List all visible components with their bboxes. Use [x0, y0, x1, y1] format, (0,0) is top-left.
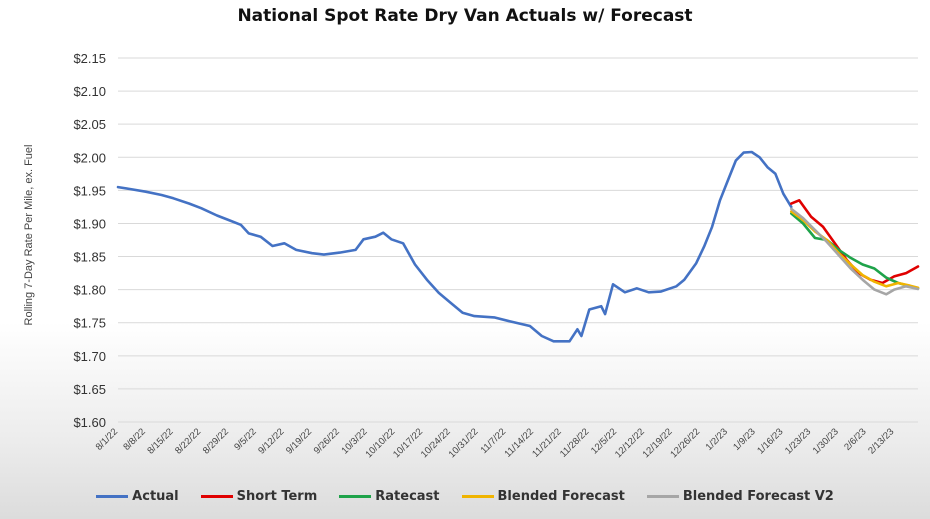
x-tick-label: 8/15/22	[145, 426, 175, 456]
legend: Actual Short Term Ratecast Blended Forecast…	[0, 489, 930, 504]
y-tick-label: $1.65	[73, 382, 106, 397]
y-tick-label: $2.05	[73, 117, 106, 132]
legend-label: Ratecast	[375, 489, 440, 504]
x-tick-label: 1/2/23	[704, 426, 730, 452]
x-tick-label: 1/30/23	[811, 426, 841, 456]
series-line-actual	[116, 150, 793, 343]
series-lines	[116, 150, 920, 343]
y-axis-ticks: $2.15 $2.10 $2.05 $2.00 $1.95 $1.90 $1.85 $1.80…	[73, 51, 106, 430]
y-axis-label: Rolling 7-Day Rate Per Mile, ex. Fuel	[23, 145, 35, 326]
x-tick-label: 2/13/23	[866, 426, 896, 456]
x-tick-label: 9/26/22	[312, 426, 342, 456]
legend-label: Blended Forecast V2	[682, 489, 834, 504]
x-tick-label: 10/10/22	[363, 426, 397, 460]
x-axis-ticks: 8/1/22 8/8/228/15/228/22/228/29/22 9/5/229…	[94, 426, 897, 460]
x-tick-label: 10/24/22	[419, 426, 453, 460]
gridlines	[118, 57, 918, 423]
chart-title: National Spot Rate Dry Van Actuals w/ Fo…	[237, 6, 693, 26]
x-tick-label: 2/6/23	[842, 426, 868, 452]
x-tick-label: 9/19/22	[284, 426, 314, 456]
legend-item: Ratecast	[339, 489, 440, 504]
y-tick-label: $1.95	[73, 183, 106, 198]
legend-item: Actual	[96, 489, 179, 504]
series-line-blended-forecast-v2	[789, 207, 920, 296]
x-tick-label: 8/22/22	[173, 426, 203, 456]
x-tick-label: 10/17/22	[391, 426, 425, 460]
legend-swatch	[200, 495, 233, 498]
legend-label: Short Term	[236, 489, 318, 504]
y-tick-label: $1.75	[73, 316, 106, 331]
legend-item: Blended Forecast V2	[646, 489, 834, 504]
x-tick-label: 9/5/22	[232, 426, 258, 452]
x-tick-label: 8/29/22	[201, 426, 231, 456]
x-tick-label: 11/21/22	[530, 426, 563, 459]
legend-swatch	[461, 495, 494, 498]
x-tick-label: 1/16/23	[755, 426, 785, 456]
legend-swatch	[339, 495, 372, 498]
legend-item: Short Term	[200, 489, 318, 504]
x-tick-label: 12/19/22	[641, 426, 675, 460]
y-tick-label: $2.10	[73, 84, 106, 99]
x-tick-label: 11/28/22	[558, 426, 591, 459]
legend-swatch	[96, 495, 129, 498]
x-tick-label: 8/1/22	[94, 426, 120, 452]
y-tick-label: $1.60	[73, 415, 106, 430]
y-tick-label: $1.80	[73, 283, 106, 298]
y-tick-label: $1.70	[73, 349, 106, 364]
legend-swatch	[646, 495, 679, 498]
x-tick-label: 11/14/22	[503, 426, 536, 459]
x-tick-label: 9/12/22	[256, 426, 286, 456]
legend-label: Actual	[132, 489, 179, 504]
x-tick-label: 10/31/22	[447, 426, 481, 460]
x-tick-label: 1/9/23	[731, 426, 757, 452]
x-tick-label: 12/26/22	[668, 426, 702, 460]
legend-item: Blended Forecast	[461, 489, 625, 504]
legend-label: Blended Forecast	[497, 489, 625, 504]
y-tick-label: $1.85	[73, 250, 106, 265]
y-tick-label: $2.00	[73, 150, 106, 165]
x-tick-label: 8/8/22	[121, 426, 147, 452]
x-tick-label: 1/23/23	[783, 426, 813, 456]
x-tick-label: 12/12/22	[613, 426, 647, 460]
y-tick-label: $1.90	[73, 216, 106, 231]
y-tick-label: $2.15	[73, 51, 106, 66]
